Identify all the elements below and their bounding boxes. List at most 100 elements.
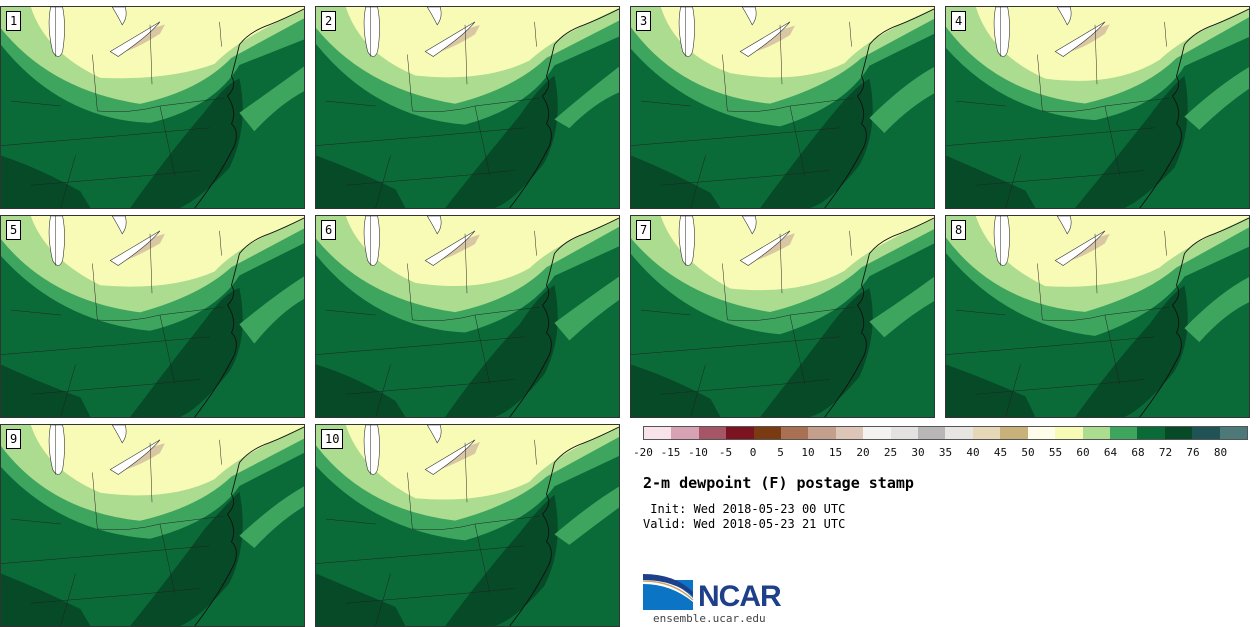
dewpoint-contour-region [1075, 75, 1188, 208]
coastline [194, 426, 304, 626]
colorbar-swatch [1082, 427, 1110, 439]
colorbar-swatch [1164, 427, 1193, 439]
lake-michigan [48, 216, 65, 266]
coastline [1139, 8, 1249, 208]
colorbar-tick-label: 10 [801, 446, 815, 459]
colorbar-tick-label: 60 [1076, 446, 1090, 459]
dewpoint-contour-region [445, 285, 558, 417]
colorbar-swatch [1055, 427, 1083, 439]
dewpoint-contour-region [316, 155, 406, 208]
coastline [194, 8, 304, 208]
dewpoint-contour-region [1, 155, 91, 208]
dewpoint-contour-region [30, 216, 304, 287]
dewpoint-contour-region [445, 494, 558, 626]
member-panel: 10 [315, 424, 620, 627]
lake-michigan [363, 216, 380, 266]
dewpoint-contour-region [30, 7, 304, 79]
great-lakes [739, 216, 791, 266]
state-borders [631, 7, 855, 208]
dewpoint-contour-region [946, 364, 1036, 417]
member-panel: 2 [315, 6, 620, 209]
dewpoint-contour-region [345, 7, 619, 78]
dewpoint-contour-region [1, 364, 91, 417]
colorbar-swatch [1137, 427, 1165, 439]
state-borders [1, 7, 225, 208]
great-lakes [109, 7, 161, 57]
dewpoint-contour-region [1184, 67, 1249, 130]
colorbar-swatch [918, 427, 946, 439]
great-lakes [739, 7, 791, 57]
colorbar [643, 426, 1248, 440]
dewpoint-contour-region [345, 216, 619, 287]
coastline [824, 8, 934, 208]
dewpoint-contour-region [316, 573, 406, 626]
lake-michigan [993, 216, 1010, 266]
dewpoint-contour-region [660, 7, 934, 78]
panel-number: 8 [951, 220, 967, 240]
colorbar-tick-label: 50 [1021, 446, 1035, 459]
member-panel: 1 [0, 6, 305, 209]
dewpoint-contour-region [869, 276, 934, 338]
member-panel: 3 [630, 6, 935, 209]
dewpoint-contour-region [975, 7, 1249, 81]
dewpoint-map [316, 7, 619, 208]
colorbar-swatch [890, 427, 919, 439]
dewpoint-contour-region [1184, 277, 1249, 343]
panel-number: 7 [636, 220, 652, 240]
colorbar-tick-label: 30 [911, 446, 925, 459]
state-borders [316, 216, 540, 417]
colorbar-swatch [863, 427, 891, 439]
colorbar-swatch [644, 427, 672, 439]
colorbar-swatch [1219, 427, 1247, 439]
dewpoint-contour-region [869, 66, 934, 133]
colorbar-tick-label: 64 [1103, 446, 1118, 459]
dewpoint-contour-region [30, 425, 304, 496]
coastline [509, 426, 619, 626]
panel-number: 5 [6, 220, 22, 240]
colorbar-tick-label: 80 [1213, 446, 1228, 459]
lake-michigan [363, 425, 380, 475]
colorbar-tick-label: 72 [1158, 446, 1173, 459]
colorbar-tick-labels: -20 -15 -10 -5 0 5 10 15 20 25 30 35 40 45 50 55 60 64 68 7… [633, 446, 1248, 460]
lake-michigan [48, 425, 65, 475]
state-borders [316, 425, 540, 626]
dewpoint-map [631, 216, 934, 417]
great-lakes [109, 216, 161, 266]
lake-michigan [48, 7, 65, 57]
panel-number: 6 [321, 220, 337, 240]
member-panel: 6 [315, 215, 620, 418]
colorbar-tick-label: 20 [856, 446, 870, 459]
colorbar-swatch [726, 427, 754, 439]
dewpoint-map [1, 425, 304, 626]
dewpoint-contour-region [1, 573, 91, 626]
dewpoint-contour-region [554, 66, 619, 129]
great-lakes [1054, 7, 1106, 57]
member-panel: 9 [0, 424, 305, 627]
colorbar-swatch [1000, 427, 1028, 439]
dewpoint-contour-region [554, 486, 619, 545]
member-panel: 5 [0, 215, 305, 418]
great-lakes [109, 425, 161, 475]
panel-number: 3 [636, 11, 652, 31]
colorbar-swatch [671, 427, 699, 439]
colorbar-tick-label: -15 [660, 446, 681, 459]
colorbar-tick-label: 68 [1131, 446, 1145, 459]
dewpoint-contour-region [760, 78, 873, 208]
member-panel: 8 [945, 215, 1250, 418]
dewpoint-contour-region [1075, 285, 1188, 417]
colorbar-tick-label: 45 [993, 446, 1008, 459]
dewpoint-contour-region [239, 66, 304, 132]
colorbar-swatch [835, 427, 864, 439]
dewpoint-contour-region [660, 216, 934, 291]
dewpoint-map [1, 7, 304, 208]
great-lakes [1054, 216, 1106, 266]
coastline [1139, 217, 1249, 417]
dewpoint-contour-region [946, 155, 1036, 208]
member-panel: 4 [945, 6, 1250, 209]
great-lakes [424, 216, 476, 266]
ncar-logo-text: NCAR [698, 580, 782, 613]
dewpoint-contour-region [130, 78, 243, 208]
valid-time: Valid: Wed 2018-05-23 21 UTC [643, 517, 846, 531]
colorbar-tick-label: 15 [828, 446, 843, 459]
dewpoint-contour-region [239, 486, 304, 549]
